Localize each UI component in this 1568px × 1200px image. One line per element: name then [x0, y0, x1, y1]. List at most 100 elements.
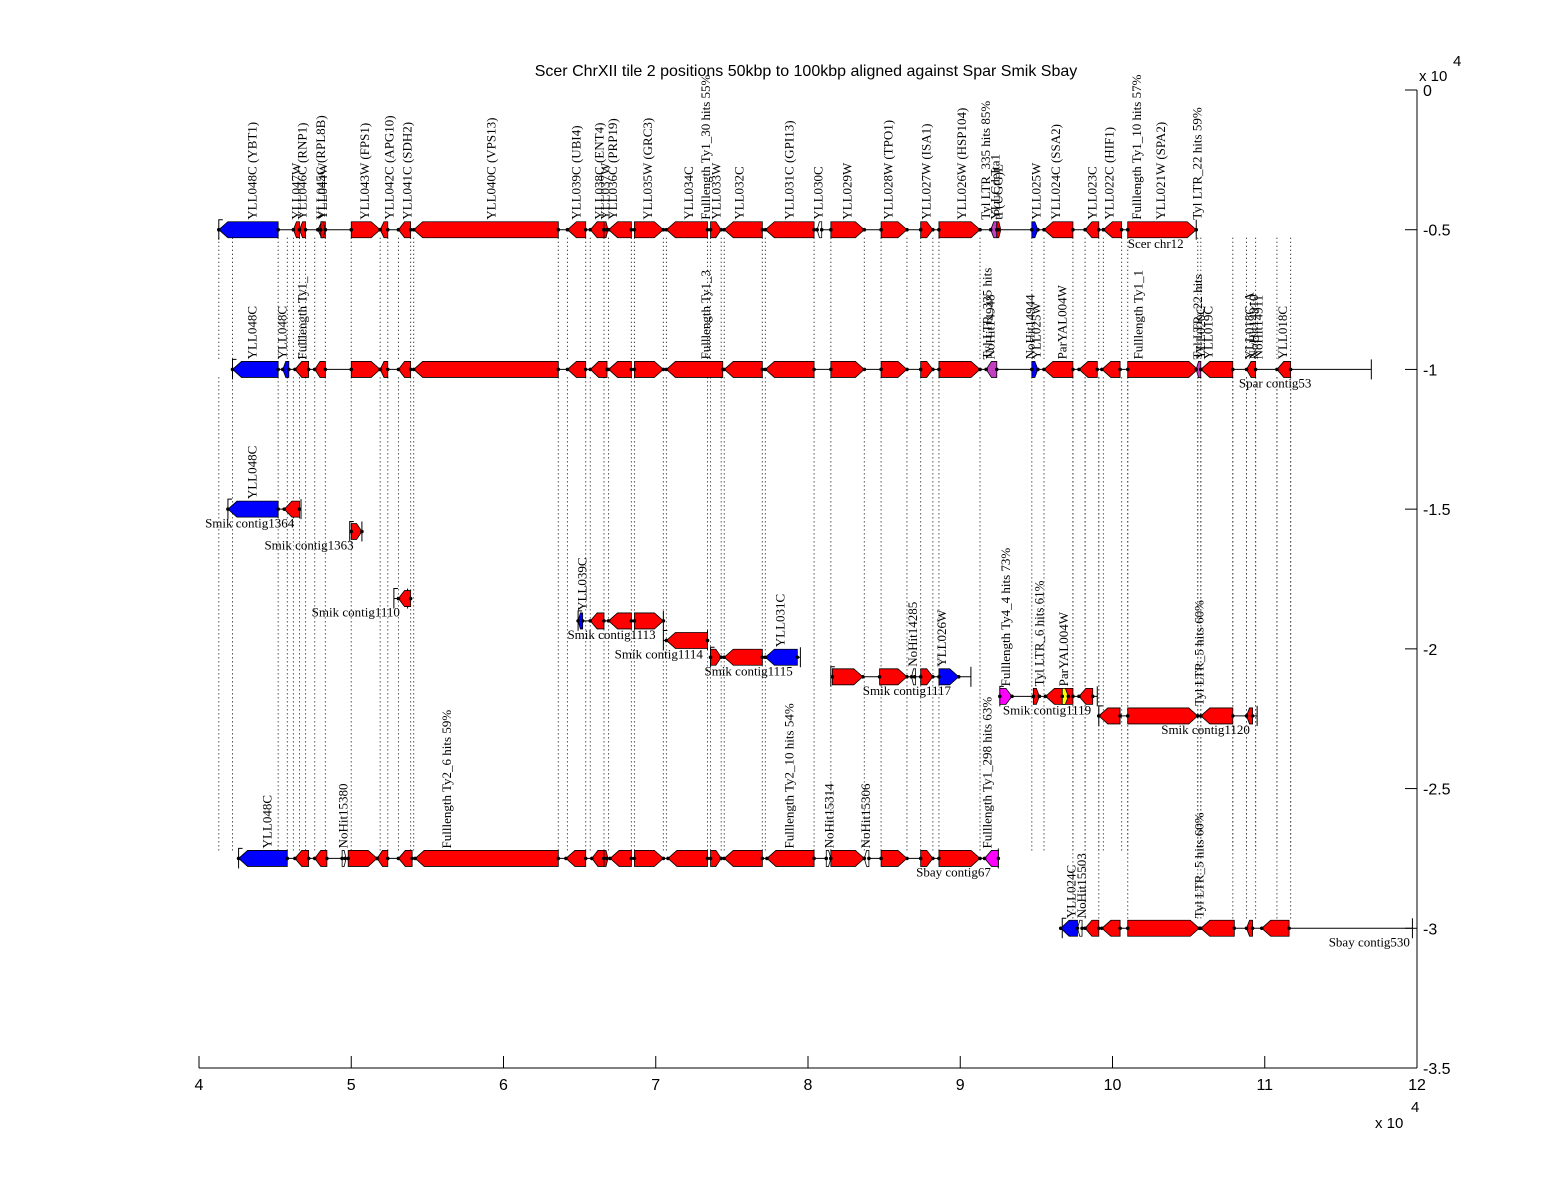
gene-end-dot: [323, 367, 328, 372]
gene-end-dot: [931, 227, 935, 232]
gene-start-dot: [722, 367, 727, 372]
gene-label: YLLCdelta1: [987, 154, 1002, 220]
gene-end-dot: [385, 367, 390, 372]
gene-label: YLL043W (FPS1): [357, 123, 372, 220]
gene-start-dot: [396, 596, 401, 601]
gene-end-dot: [629, 856, 634, 861]
gene-arrow: [634, 361, 664, 378]
y-tick-label: -2.5: [1423, 782, 1451, 799]
gene-end-dot: [1230, 367, 1235, 372]
gene-end-dot: [1096, 926, 1101, 931]
gene-start-dot: [1100, 926, 1104, 931]
gene-arrow: [397, 361, 412, 378]
contig-name-label: Sbay contig530: [1329, 934, 1410, 949]
gene-start-dot: [588, 619, 593, 623]
gene-end-dot: [1287, 926, 1291, 931]
gene-start-dot: [1058, 926, 1063, 931]
gene-label: YLL038C (ENT4): [591, 123, 606, 220]
sbay-contig: YLL048C NoHit15380 Fulllength Ty2_6 hits 5…: [236, 697, 1001, 880]
contig-start-bracket: [1098, 705, 1103, 726]
gene-arrow: [314, 361, 326, 378]
gene-start-dot: [829, 856, 833, 861]
gene-arrow: [880, 850, 908, 867]
gene-arrow: [1127, 221, 1197, 239]
feature-label: Fulllength Ty1_30 hits 55%: [698, 74, 713, 219]
gene-arrow: [350, 221, 381, 239]
gene-end-dot: [1037, 694, 1042, 699]
gene-start-dot: [378, 367, 382, 372]
contig-start-bracket: [830, 666, 835, 687]
gene-end-dot: [905, 675, 909, 679]
gene-arrow: [350, 361, 381, 378]
gene-end-dot: [1071, 367, 1075, 372]
gene-arrow: [985, 361, 998, 378]
gene-end-dot: [1071, 227, 1075, 232]
gene-end-dot: [862, 227, 867, 232]
gene-arrow: [1127, 361, 1199, 378]
gene-start-dot: [396, 856, 401, 861]
gene-end-dot: [905, 227, 909, 232]
gene-start-dot: [918, 227, 923, 232]
gene-label: YLL040C (VPS13): [483, 118, 498, 220]
gene-arrow: [938, 668, 960, 686]
gene-start-dot: [937, 367, 941, 372]
gene-start-dot: [708, 655, 713, 660]
gene-label: YLL045C (RPL8B): [313, 115, 328, 219]
gene-label: Fulllength Ty2_10 hits 54%: [782, 703, 797, 848]
gene-start-dot: [632, 367, 637, 372]
contig-start-bracket: [1061, 917, 1067, 939]
gene-end-dot: [719, 856, 724, 861]
gene-start-dot: [918, 367, 923, 372]
gene-end-dot: [1080, 926, 1084, 931]
gene-start-dot: [590, 856, 594, 861]
gene-arrow: [879, 668, 908, 686]
gene-arrow: [1061, 687, 1069, 705]
gene-end-dot: [605, 856, 609, 861]
gene-arrow: [376, 850, 389, 867]
gene-start-dot: [722, 227, 727, 232]
gene-label: YLL033W: [709, 162, 724, 220]
gene-arrow: [227, 500, 279, 518]
feature-label: Tyl LTR_335 hits 85%: [978, 101, 993, 220]
gene-end-dot: [360, 529, 364, 534]
contig-name-label: Smik contig1113: [567, 627, 655, 642]
gene-label: YLL030C: [811, 166, 826, 219]
gene-start-dot: [413, 856, 417, 861]
gene-label: YLL032C: [731, 166, 746, 219]
gene-arrow: [1031, 361, 1039, 378]
gene-label: YLL024C (SSA2): [1048, 124, 1063, 220]
gene-arrow: [880, 361, 908, 378]
gene-arrow: [379, 361, 389, 378]
gene-end-dot: [661, 367, 666, 372]
gene-start-dot: [937, 675, 941, 679]
gene-arrow: [591, 850, 605, 867]
gene-arrow: [282, 361, 290, 378]
gene-end-dot: [1232, 926, 1237, 931]
gene-label: YLL018C: [1275, 306, 1290, 359]
gene-arrow: [764, 221, 815, 239]
gene-label: YLL042C (APG10): [381, 115, 396, 219]
gene-end-dot: [297, 507, 302, 511]
gene-end-dot: [583, 227, 588, 232]
gene-label: NoHit15306: [858, 783, 873, 849]
gene-end-dot: [978, 227, 982, 232]
gene-arrow: [634, 612, 664, 630]
gene-arrow: [665, 221, 708, 239]
gene-end-dot: [1118, 714, 1122, 718]
gene-start-dot: [829, 367, 833, 372]
gene-label: YLL047W: [288, 162, 303, 220]
gene-start-dot: [1244, 367, 1249, 372]
contig-name-label: Smik contig1110: [312, 605, 400, 620]
gene-start-dot: [988, 227, 993, 232]
smik-contig: Tyl LTR_5 hits 60% Smik contig1120: [1096, 600, 1258, 737]
gene-start-dot: [1125, 926, 1130, 931]
contig-start-bracket: [238, 847, 243, 869]
gene-end-dot: [629, 227, 634, 232]
gene-start-dot: [565, 227, 570, 232]
gene-end-dot: [661, 856, 666, 861]
gene-end-dot: [905, 856, 909, 861]
gene-end-dot: [408, 367, 413, 372]
x-tick-label: 10: [1104, 1077, 1122, 1094]
gene-arrow: [607, 361, 632, 378]
